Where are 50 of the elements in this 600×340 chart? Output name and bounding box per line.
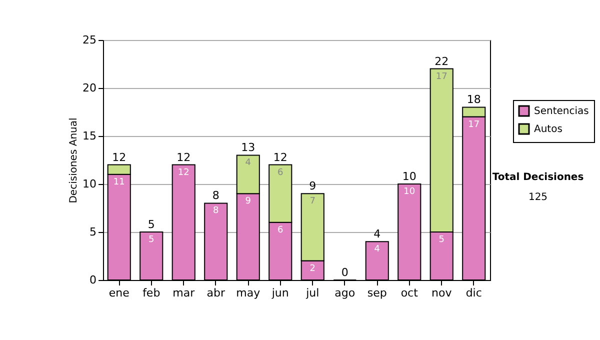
y-tick-label: 5 [90,226,96,238]
total-label: 12 [112,150,126,164]
total-label: 5 [148,218,155,231]
data-label: 12 [178,168,190,178]
data-label: 7 [310,196,316,207]
x-tick-label: jul [305,286,320,300]
data-label: 5 [438,235,444,245]
text: 125 [528,192,548,203]
x-tick-label: feb [142,286,160,300]
x-tick-label: abr [206,286,226,300]
total-label: 13 [241,141,256,154]
legend-label: Autos [534,124,562,135]
data-label: 17 [436,72,448,82]
data-label: 8 [213,206,220,216]
total-label: 18 [466,93,481,106]
total-label: 12 [176,150,191,164]
x-tick-label: dic [466,286,482,300]
data-label: 6 [278,168,284,178]
legend-label: Sentencias [534,106,589,117]
text: Total Decisiones [492,172,584,183]
x-tick-label: jun [270,286,289,300]
x-tick-label: ene [108,286,130,300]
total-label: 8 [212,189,220,202]
y-tick-label: 15 [82,130,96,142]
data-label: 2 [310,264,316,274]
data-label: 6 [278,225,284,236]
data-label: 17 [468,120,480,130]
total-label: 12 [273,150,288,164]
y-tick-label: 10 [82,178,96,190]
total-label: 0 [341,266,348,279]
total-label: 4 [374,228,381,241]
x-tick-label: may [236,286,261,300]
data-label: 4 [374,244,380,255]
y-tick-label: 25 [82,34,96,46]
x-tick-label: nov [432,286,452,300]
total-label: 10 [402,170,416,183]
y-tick-label: 0 [90,274,96,286]
data-label: 5 [148,235,154,245]
total-label: 22 [434,54,449,68]
x-tick-label: oct [400,286,419,300]
total-label: 9 [309,180,316,193]
y-tick-label: 20 [82,82,96,94]
data-label: 10 [404,187,416,197]
x-tick-label: mar [172,286,196,300]
data-label: 11 [113,177,125,188]
data-label: 9 [245,196,252,207]
x-tick-label: ago [334,286,356,300]
y-axis-title: Decisiones Anual [68,118,80,204]
data-label: 4 [245,158,252,168]
x-tick-label: sep [367,286,387,300]
